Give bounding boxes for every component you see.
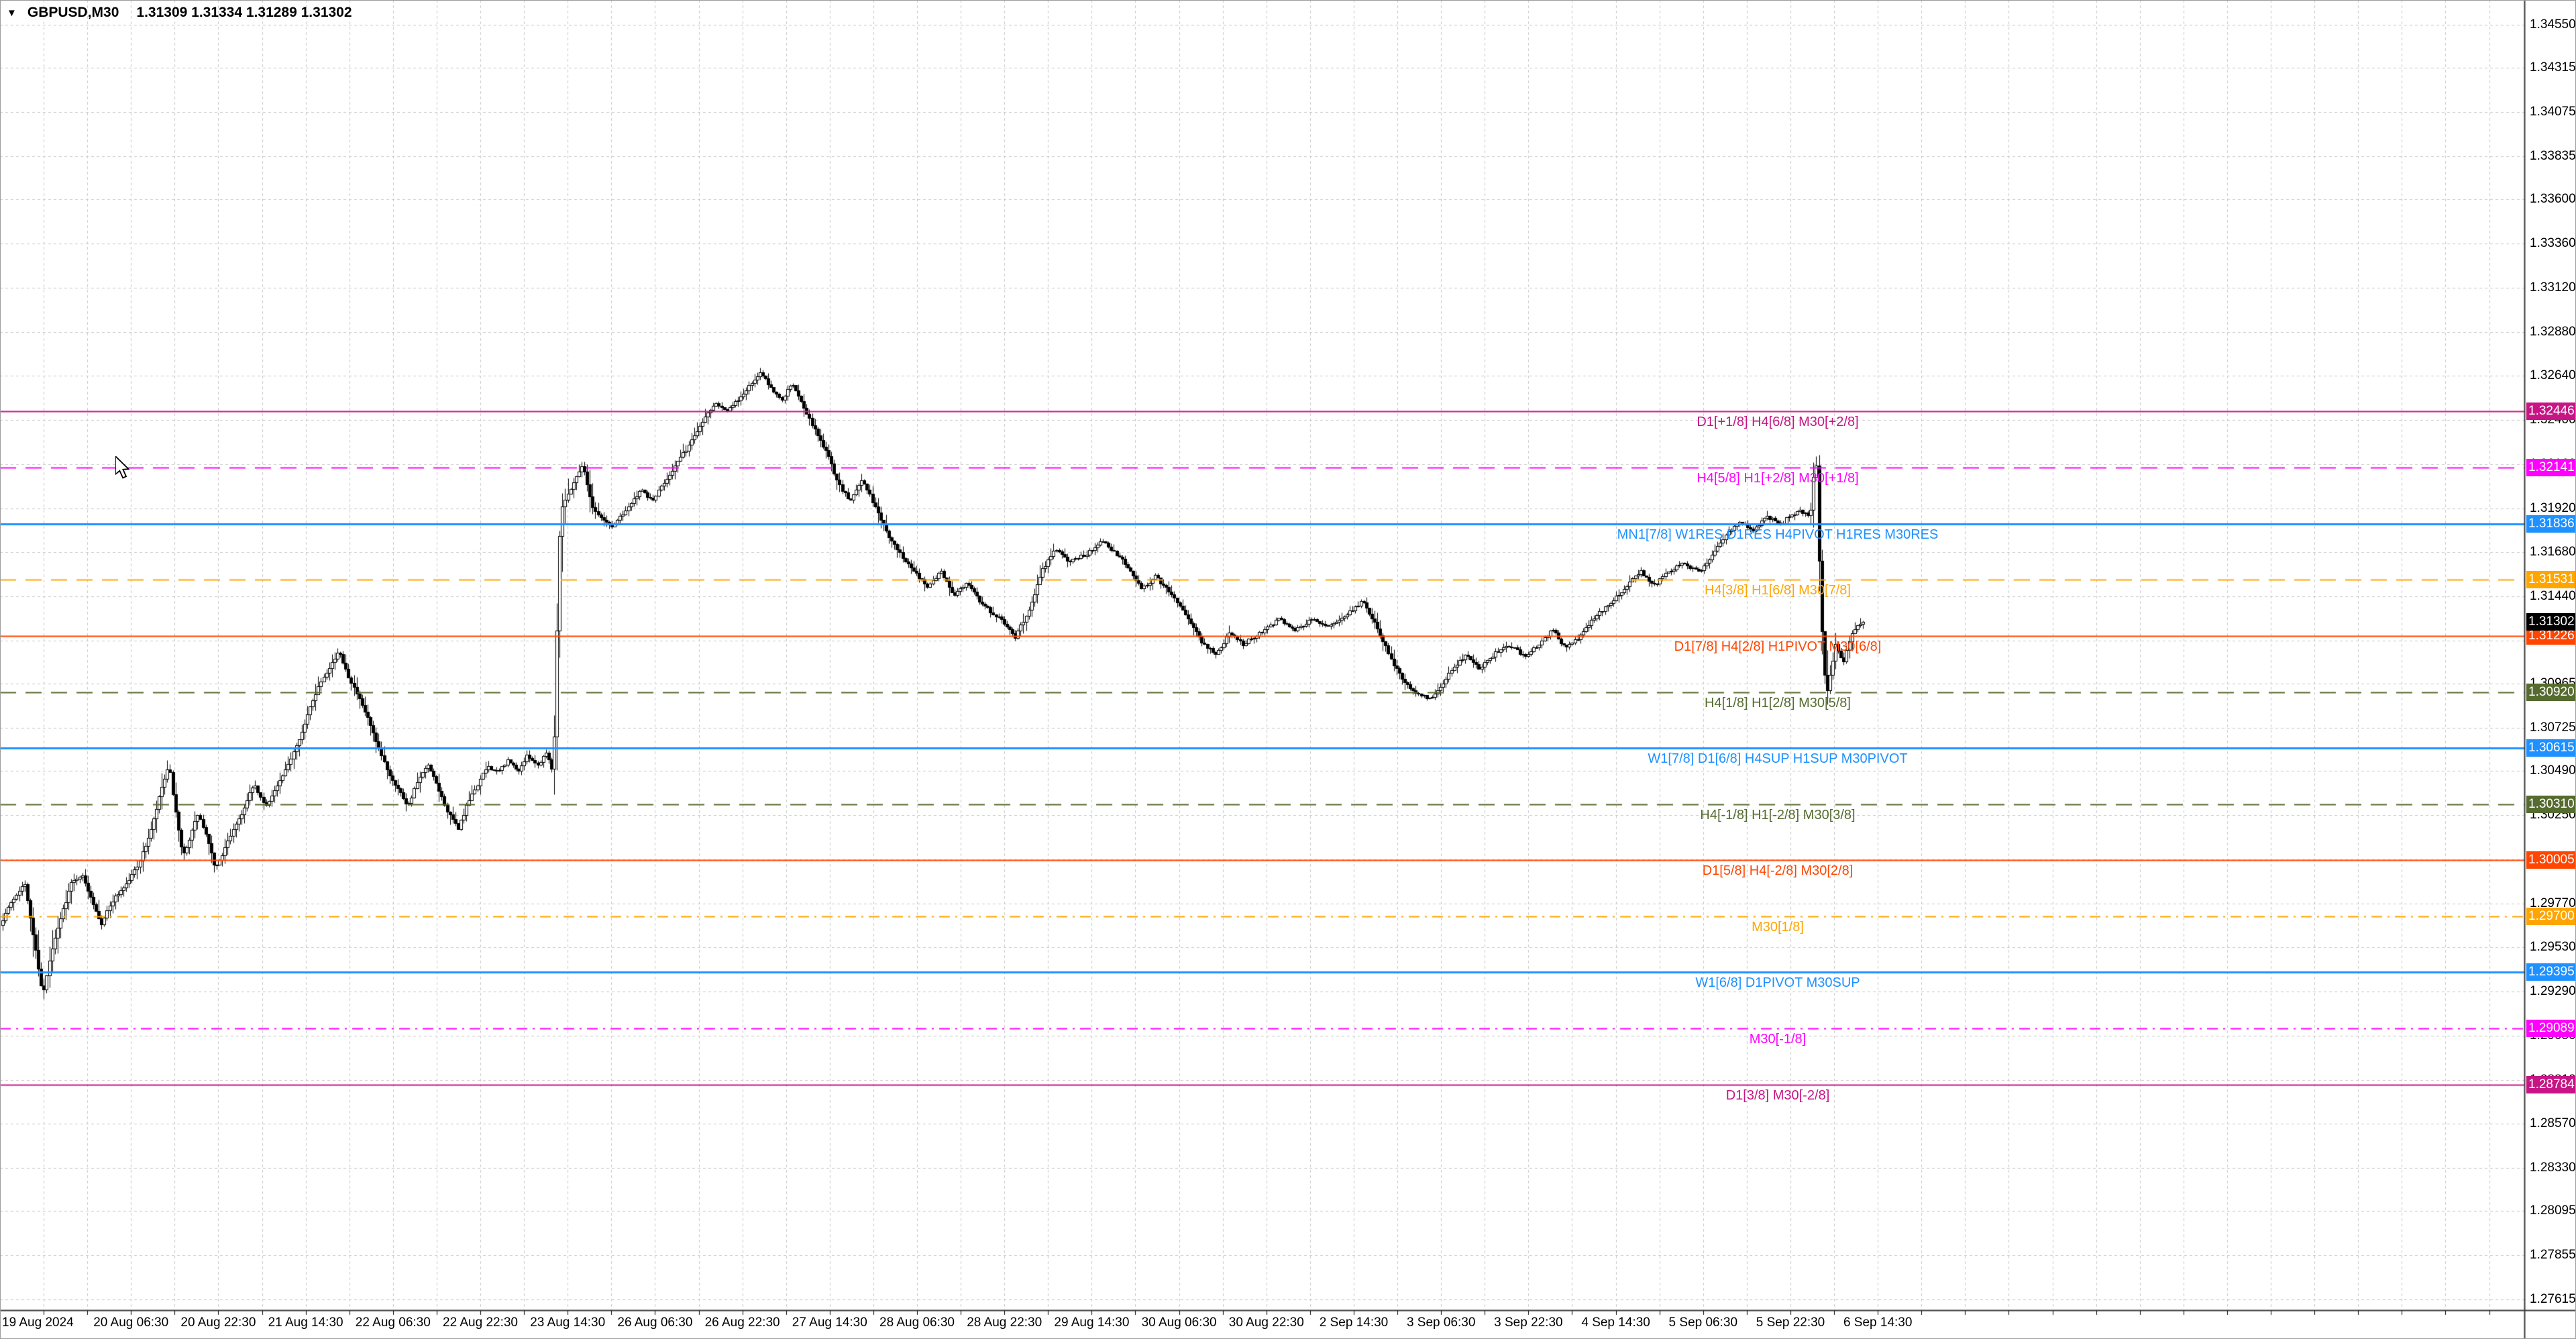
symbol-period-label: GBPUSD,M30	[27, 5, 119, 20]
ohlc-quote-label: 1.31309 1.31334 1.31289 1.31302	[136, 5, 352, 20]
chart-header: ▼ GBPUSD,M30 1.31309 1.31334 1.31289 1.3…	[7, 5, 352, 21]
symbol-dropdown-icon[interactable]: ▼	[7, 7, 17, 19]
mouse-cursor	[115, 456, 130, 479]
